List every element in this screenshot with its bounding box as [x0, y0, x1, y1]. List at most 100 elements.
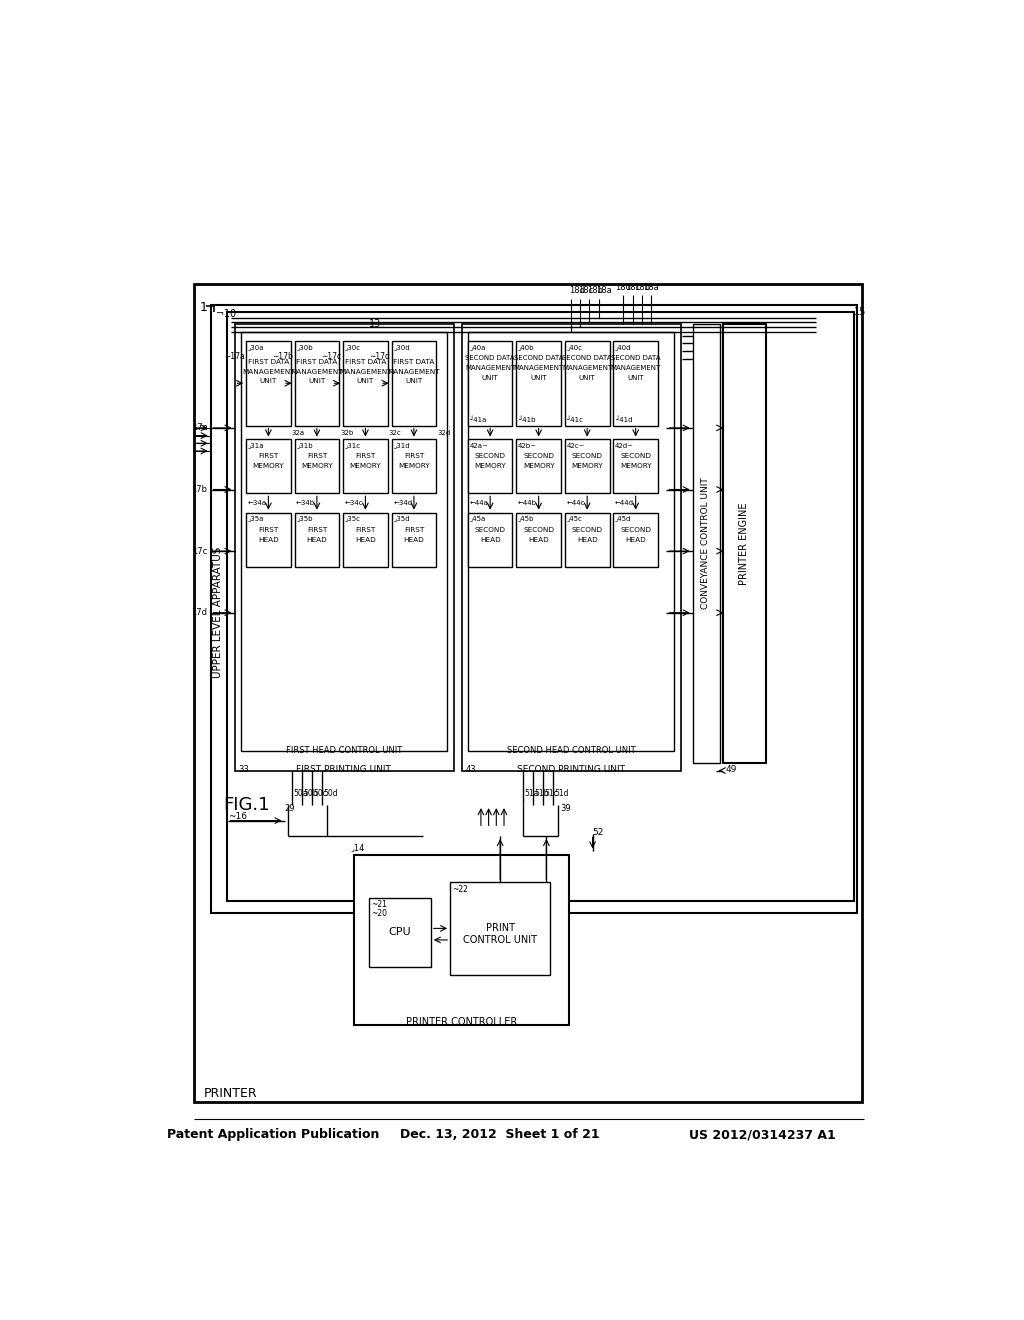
Text: 32b: 32b	[340, 429, 353, 436]
Text: FIRST PRINTING UNIT: FIRST PRINTING UNIT	[296, 766, 391, 774]
Text: ⌟40d: ⌟40d	[614, 345, 632, 350]
Text: HEAD: HEAD	[480, 536, 501, 543]
Text: 43: 43	[466, 766, 476, 774]
Text: ⌟45b: ⌟45b	[518, 516, 535, 521]
Text: 51a: 51a	[524, 789, 539, 799]
Bar	[565, 341, 609, 425]
Text: ~16: ~16	[227, 812, 247, 821]
Bar	[516, 341, 561, 425]
Text: PRINT: PRINT	[485, 924, 515, 933]
Text: ┘41a: ┘41a	[469, 416, 486, 422]
Text: 18d: 18d	[568, 286, 585, 296]
Text: 51b: 51b	[535, 789, 549, 799]
Text: SECOND: SECOND	[621, 453, 651, 459]
Bar	[211, 305, 857, 913]
Text: ←44c: ←44c	[566, 500, 585, 506]
Text: CPU: CPU	[389, 927, 412, 937]
Text: 50c: 50c	[313, 789, 327, 799]
Text: ⌟31a: ⌟31a	[248, 442, 264, 449]
Text: MEMORY: MEMORY	[349, 463, 381, 470]
Text: MANAGEMENT: MANAGEMENT	[513, 364, 564, 371]
Bar	[241, 331, 447, 751]
Text: 50b: 50b	[303, 789, 317, 799]
Text: 32d: 32d	[437, 429, 451, 436]
Text: UPPER LEVEL APPARATUS: UPPER LEVEL APPARATUS	[213, 546, 222, 678]
Text: ~20: ~20	[371, 909, 387, 919]
Text: 52: 52	[593, 829, 604, 837]
Bar	[246, 512, 291, 566]
Text: HEAD: HEAD	[528, 536, 549, 543]
Text: 18b: 18b	[634, 282, 650, 292]
Bar	[613, 512, 658, 566]
Text: MEMORY: MEMORY	[398, 463, 430, 470]
Bar	[295, 512, 339, 566]
Text: FIRST DATA: FIRST DATA	[296, 359, 338, 366]
Text: HEAD: HEAD	[306, 536, 328, 543]
Text: 17b: 17b	[191, 484, 208, 494]
Bar	[613, 341, 658, 425]
Text: SECOND: SECOND	[571, 453, 603, 459]
Text: ⌟30c: ⌟30c	[345, 345, 360, 350]
Bar	[246, 341, 291, 425]
Text: 32c: 32c	[388, 429, 401, 436]
Text: CONTROL UNIT: CONTROL UNIT	[463, 935, 538, 945]
Bar	[343, 341, 388, 425]
Text: 15: 15	[854, 308, 866, 317]
Text: HEAD: HEAD	[626, 536, 646, 543]
Text: SECOND DATA: SECOND DATA	[562, 355, 612, 360]
Text: ┘41d: ┘41d	[614, 416, 633, 422]
Text: 1: 1	[200, 301, 208, 314]
Bar	[295, 341, 339, 425]
Text: Patent Application Publication: Patent Application Publication	[167, 1129, 379, 1142]
Bar	[391, 512, 436, 566]
Text: 42a~: 42a~	[469, 442, 488, 449]
Bar	[391, 341, 436, 425]
Text: FIRST: FIRST	[307, 453, 327, 459]
Bar	[468, 440, 512, 494]
Text: HEAD: HEAD	[258, 536, 279, 543]
Bar	[613, 440, 658, 494]
Text: SECOND: SECOND	[621, 527, 651, 532]
Text: FIRST: FIRST	[307, 527, 327, 532]
Text: 18a: 18a	[596, 286, 612, 296]
Text: CONVEYANCE CONTROL UNIT: CONVEYANCE CONTROL UNIT	[701, 478, 711, 610]
Bar	[194, 284, 862, 1102]
Bar	[724, 323, 766, 763]
Bar	[565, 440, 609, 494]
Text: 18d: 18d	[615, 282, 632, 292]
Text: ⌟45c: ⌟45c	[566, 516, 583, 521]
Text: ∼17c: ∼17c	[322, 352, 342, 360]
Text: ←44d: ←44d	[614, 500, 634, 506]
Text: SECOND DATA: SECOND DATA	[611, 355, 660, 360]
Text: MANAGEMENT: MANAGEMENT	[610, 364, 660, 371]
Bar	[516, 512, 561, 566]
Text: HEAD: HEAD	[355, 536, 376, 543]
Text: SECOND: SECOND	[571, 527, 603, 532]
Text: SECOND: SECOND	[523, 453, 554, 459]
Text: UNIT: UNIT	[356, 378, 374, 384]
Text: ←34a: ←34a	[248, 500, 266, 506]
Bar	[468, 512, 512, 566]
Text: SECOND PRINTING UNIT: SECOND PRINTING UNIT	[517, 766, 625, 774]
Text: 29: 29	[285, 804, 295, 813]
Text: FIRST HEAD CONTROL UNIT: FIRST HEAD CONTROL UNIT	[286, 746, 402, 755]
Text: UNIT: UNIT	[579, 375, 596, 381]
Text: 51d: 51d	[554, 789, 568, 799]
Bar	[226, 313, 854, 902]
Text: ⌟14: ⌟14	[350, 843, 365, 853]
Text: 39: 39	[560, 804, 570, 813]
Text: SECOND DATA: SECOND DATA	[514, 355, 563, 360]
Text: FIRST DATA: FIRST DATA	[248, 359, 289, 366]
Text: UNIT: UNIT	[530, 375, 547, 381]
Text: 18c: 18c	[578, 286, 593, 296]
Bar	[451, 882, 550, 974]
Text: ⌟35c: ⌟35c	[345, 516, 360, 521]
Bar	[692, 323, 720, 763]
Text: 32a: 32a	[292, 429, 304, 436]
Bar	[343, 512, 388, 566]
Text: MEMORY: MEMORY	[253, 463, 285, 470]
Text: MANAGEMENT: MANAGEMENT	[388, 368, 440, 375]
Bar	[234, 323, 454, 771]
Text: SECOND: SECOND	[475, 527, 506, 532]
Text: FIRST: FIRST	[355, 527, 376, 532]
